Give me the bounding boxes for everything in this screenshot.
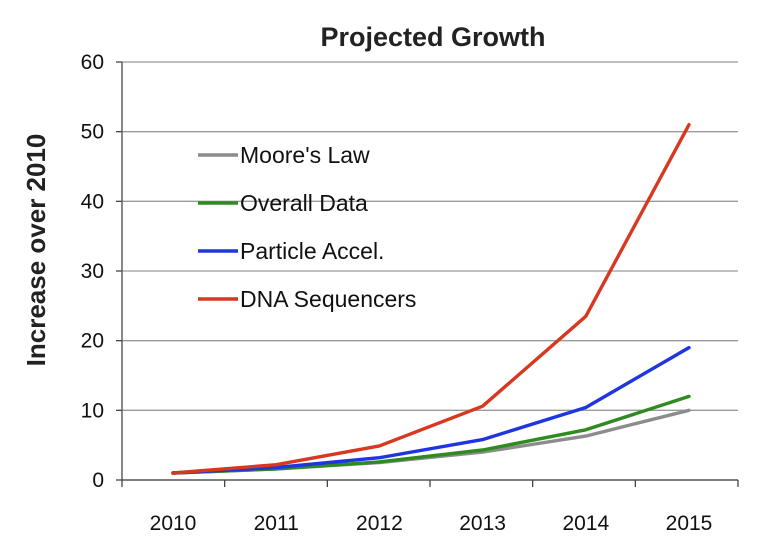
legend: Moore's Law Overall Data Particle Accel. DN…: [198, 142, 416, 312]
y-tick-label: 50: [81, 121, 104, 144]
gridlines: [122, 61, 738, 411]
x-tick-labels: 2010 2011 2012 2013 2014 2015: [150, 512, 713, 535]
series-line-overall-data: [171, 394, 691, 475]
y-tick-label: 30: [81, 260, 104, 283]
legend-label: Moore's Law: [240, 142, 370, 168]
y-tick-label: 20: [81, 330, 104, 353]
series-line-dna-sequencers: [171, 122, 691, 475]
series-lines: [171, 122, 691, 475]
y-tick-label: 0: [92, 469, 104, 492]
y-tick-label: 60: [81, 51, 104, 74]
y-tick-label: 10: [81, 399, 104, 422]
x-tick-label: 2011: [254, 512, 299, 535]
x-tick-label: 2014: [562, 512, 609, 535]
legend-label: Particle Accel.: [240, 238, 384, 264]
series-line-particle-accel: [171, 345, 691, 475]
y-tick-label: 40: [81, 190, 104, 213]
y-tick-labels: 0 10 20 30 40 50 60: [81, 51, 104, 492]
x-tick-label: 2013: [459, 512, 506, 535]
chart-title: Projected Growth: [320, 22, 545, 52]
x-tick-label: 2012: [356, 512, 403, 535]
legend-label: DNA Sequencers: [240, 286, 416, 312]
x-tick-label: 2010: [150, 512, 197, 535]
axes: [116, 61, 739, 487]
y-axis-label: Increase over 2010: [21, 134, 51, 367]
x-tick-label: 2015: [666, 512, 713, 535]
legend-label: Overall Data: [240, 190, 368, 216]
